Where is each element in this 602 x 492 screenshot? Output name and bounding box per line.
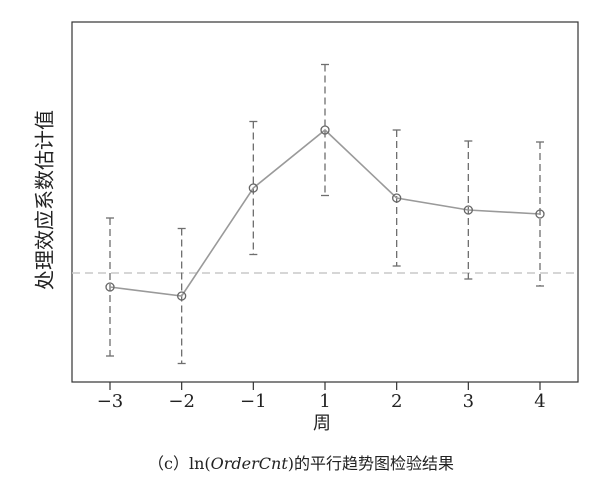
point: [392, 193, 402, 203]
point: [320, 125, 330, 135]
y-axis-label: 处理效应系数估计值: [33, 110, 57, 290]
x-tick-label: −2: [168, 391, 195, 412]
x-tick-label: −1: [240, 391, 267, 412]
caption-part: )的平行趋势图检验结果: [288, 454, 454, 473]
x-tick-label: 3: [463, 391, 474, 412]
series-line: [109, 128, 541, 297]
point: [463, 205, 473, 215]
caption-part: （c）ln(: [148, 454, 211, 473]
x-axis-label: 周: [313, 413, 331, 434]
x-tick-label: 2: [391, 391, 402, 412]
x-tick-label: −3: [97, 391, 124, 412]
x-tick-label: 1: [319, 391, 330, 412]
point: [248, 183, 258, 193]
point: [177, 291, 187, 301]
caption-part: OrderCnt: [211, 454, 289, 473]
caption: （c）ln(OrderCnt)的平行趋势图检验结果: [148, 454, 454, 473]
x-tick-label: 4: [534, 391, 545, 412]
point: [535, 209, 545, 219]
point: [105, 282, 115, 292]
